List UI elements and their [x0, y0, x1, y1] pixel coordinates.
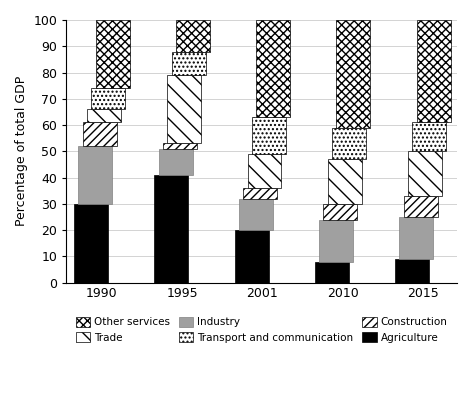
- Legend: Other services, Trade, Industry, Transport and communication, Construction, Agri: Other services, Trade, Industry, Transpo…: [76, 317, 447, 343]
- Bar: [323, 204, 357, 220]
- Bar: [337, 20, 370, 128]
- Bar: [176, 20, 210, 52]
- Bar: [247, 154, 282, 188]
- Bar: [404, 196, 438, 217]
- Bar: [408, 151, 442, 196]
- Y-axis label: Percentage of total GDP: Percentage of total GDP: [15, 76, 28, 226]
- Bar: [87, 109, 121, 122]
- Bar: [167, 75, 201, 143]
- Bar: [315, 261, 349, 282]
- Bar: [332, 128, 366, 159]
- Bar: [412, 122, 446, 151]
- Bar: [83, 122, 117, 146]
- Bar: [159, 149, 192, 175]
- Bar: [319, 220, 353, 261]
- Bar: [155, 175, 188, 282]
- Bar: [328, 159, 362, 204]
- Bar: [243, 188, 277, 199]
- Bar: [399, 217, 433, 259]
- Bar: [395, 259, 429, 282]
- Bar: [79, 146, 112, 204]
- Bar: [417, 20, 451, 122]
- Bar: [172, 52, 206, 75]
- Bar: [96, 20, 130, 88]
- Bar: [74, 204, 108, 282]
- Bar: [235, 230, 269, 282]
- Bar: [256, 20, 290, 117]
- Bar: [91, 88, 126, 109]
- Bar: [239, 199, 273, 230]
- Bar: [163, 143, 197, 149]
- Bar: [252, 117, 286, 154]
